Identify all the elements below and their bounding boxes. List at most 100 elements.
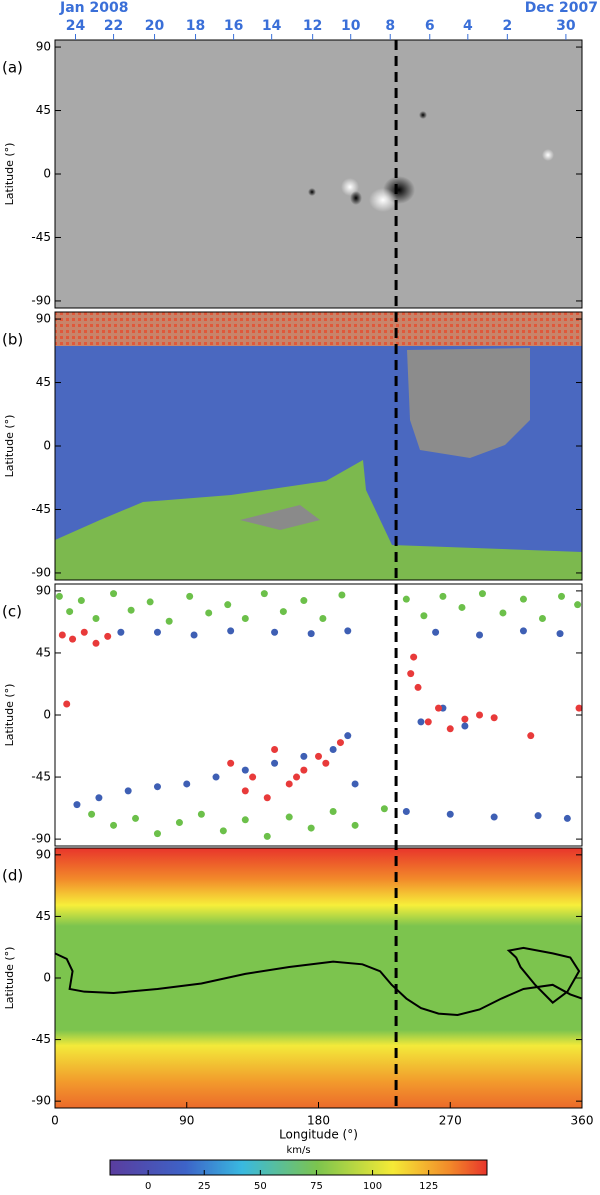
x-tick-label: 360 <box>571 1114 594 1128</box>
point <box>153 783 161 791</box>
y-tick-label: 0 <box>43 971 51 985</box>
point <box>80 628 88 636</box>
point <box>380 805 388 813</box>
y-tick-label: -90 <box>31 1094 51 1108</box>
point <box>344 627 352 635</box>
point <box>279 608 287 616</box>
point <box>73 801 81 809</box>
top-tick-label: 8 <box>385 18 395 34</box>
point <box>563 814 571 822</box>
colorbar-tick-label: 125 <box>419 1181 438 1192</box>
y-tick-label: 0 <box>43 708 51 722</box>
point <box>212 773 220 781</box>
y-label: Latitude (°) <box>3 684 16 747</box>
point <box>183 780 191 788</box>
point <box>58 631 66 639</box>
spot <box>308 188 316 196</box>
x-label: Longitude (°) <box>279 1128 358 1142</box>
colorbar-label: km/s <box>286 1145 310 1156</box>
top-tick-label: 12 <box>303 18 322 34</box>
point <box>575 704 583 712</box>
panel-label: (c) <box>2 603 22 621</box>
point <box>124 787 132 795</box>
top-tick-label: 18 <box>186 18 205 34</box>
magnetogram <box>55 40 582 308</box>
speed-map <box>55 848 582 1108</box>
point <box>519 595 527 603</box>
y-tick-label: -90 <box>31 832 51 846</box>
point <box>329 745 337 753</box>
point <box>197 810 205 818</box>
point <box>224 601 232 609</box>
x-tick-label: 180 <box>307 1114 330 1128</box>
point <box>271 745 279 753</box>
colorbar-tick-label: 25 <box>198 1181 211 1192</box>
y-tick-label: 45 <box>36 645 51 659</box>
top-tick-label: 2 <box>502 18 512 34</box>
y-tick-label: -45 <box>31 502 51 516</box>
point <box>271 759 279 767</box>
point <box>263 794 271 802</box>
plot-background <box>55 584 582 846</box>
point <box>227 627 235 635</box>
top-tick-label: 20 <box>145 18 165 34</box>
point <box>146 598 154 606</box>
point <box>127 606 135 614</box>
point <box>92 639 100 647</box>
point <box>476 631 484 639</box>
top-tick-label: 16 <box>224 18 243 34</box>
point <box>439 592 447 600</box>
spot <box>350 191 362 205</box>
y-tick-label: -45 <box>31 230 51 244</box>
y-tick-label: 45 <box>36 103 51 117</box>
point <box>300 597 308 605</box>
point <box>556 630 564 638</box>
y-tick-label: 90 <box>36 847 51 861</box>
point <box>77 597 85 605</box>
top-tick-label: 22 <box>104 18 123 34</box>
point <box>420 612 428 620</box>
y-tick-label: 90 <box>36 40 51 54</box>
red-band <box>55 312 582 346</box>
point <box>315 752 322 760</box>
point <box>285 780 293 788</box>
point <box>227 759 235 767</box>
point <box>402 595 410 603</box>
top-tick-label: 30 <box>556 18 576 34</box>
colorbar-tick-label: 75 <box>310 1181 323 1192</box>
point <box>417 718 425 726</box>
point <box>446 810 454 818</box>
point <box>104 632 112 640</box>
point <box>424 718 432 726</box>
point <box>402 808 410 816</box>
colorbar <box>109 1159 488 1176</box>
point <box>300 766 308 774</box>
point <box>285 813 293 821</box>
spot <box>542 149 554 161</box>
point <box>319 614 327 622</box>
y-tick-label: 0 <box>43 439 51 453</box>
point <box>293 773 301 781</box>
top-tick-label: 10 <box>341 18 361 34</box>
point <box>132 814 140 822</box>
y-tick-label: -45 <box>31 770 51 784</box>
y-label: Latitude (°) <box>3 143 16 206</box>
panel-label: (b) <box>2 331 23 349</box>
y-tick-label: -90 <box>31 565 51 579</box>
point <box>461 722 469 730</box>
x-tick-label: 0 <box>51 1114 59 1128</box>
point <box>344 732 352 740</box>
point <box>322 759 330 767</box>
point <box>446 725 454 733</box>
point <box>499 609 507 617</box>
point <box>351 780 359 788</box>
point <box>241 766 249 774</box>
point <box>263 832 271 840</box>
point <box>110 821 118 829</box>
point <box>153 830 161 838</box>
gray-region <box>407 348 530 458</box>
point <box>414 683 422 691</box>
point <box>490 714 498 722</box>
x-tick-label: 270 <box>439 1114 462 1128</box>
